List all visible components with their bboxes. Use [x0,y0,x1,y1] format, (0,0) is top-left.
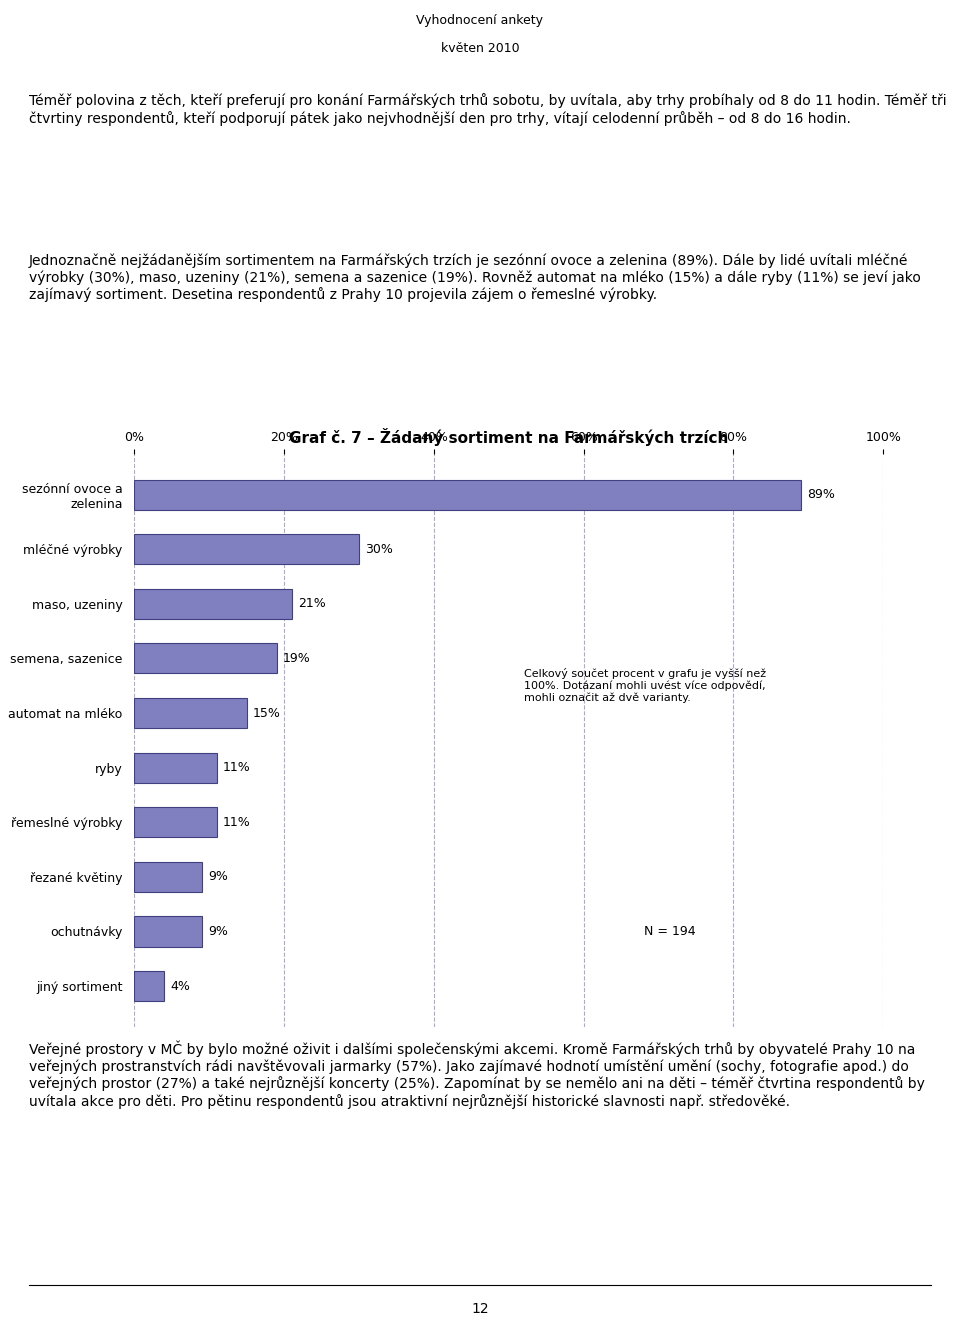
Bar [134,480,801,510]
Bar [134,862,202,892]
Text: 19%: 19% [282,652,310,664]
Text: 11%: 11% [223,762,251,774]
Bar [134,752,217,783]
Text: Téměř polovina z těch, kteří preferují pro konání Farmářských trhů sobotu, by uv: Téměř polovina z těch, kteří preferují p… [29,93,947,125]
Text: 9%: 9% [207,870,228,883]
Text: 9%: 9% [207,924,228,938]
Text: 11%: 11% [223,816,251,828]
Text: 15%: 15% [252,707,280,719]
Text: Celkový součet procent v grafu je vyšší než
100%. Dotázaní mohli uvést více odpo: Celkový součet procent v grafu je vyšší … [524,668,766,703]
Bar [134,971,164,1000]
Text: Jednoznačně nejžádanějším sortimentem na Farmářských trzích je sezónní ovoce a z: Jednoznačně nejžádanějším sortimentem na… [29,253,921,301]
Bar [134,643,276,674]
Text: 21%: 21% [298,598,325,611]
Bar [134,916,202,947]
Text: N = 194: N = 194 [643,924,695,938]
Bar [134,588,292,619]
Text: 89%: 89% [806,488,834,502]
Bar [134,698,247,728]
Bar [134,534,359,564]
Text: květen 2010: květen 2010 [441,41,519,55]
Text: Vyhodnocení ankety: Vyhodnocení ankety [417,15,543,27]
Bar [134,807,217,838]
Text: 12: 12 [471,1302,489,1315]
Text: 4%: 4% [170,979,190,992]
Text: Graf č. 7 – Žádaný sortiment na Farmářských trzích: Graf č. 7 – Žádaný sortiment na Farmářsk… [289,428,729,446]
Text: Veřejné prostory v MČ by bylo možné oživit i dalšími společenskými akcemi. Kromě: Veřejné prostory v MČ by bylo možné oživ… [29,1041,924,1109]
Text: 30%: 30% [365,543,393,556]
